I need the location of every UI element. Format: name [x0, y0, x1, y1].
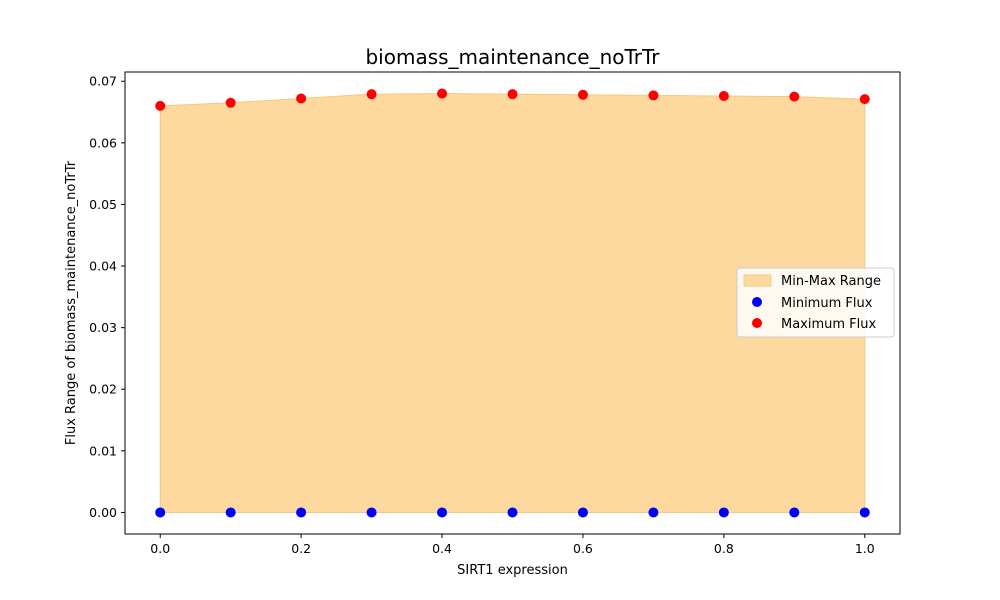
legend-marker-min: [752, 297, 762, 307]
legend-box: [736, 267, 895, 338]
y-tick-label: 0.05: [89, 197, 117, 212]
y-tick-label: 0.07: [89, 74, 117, 89]
min-flux-point: [859, 507, 870, 518]
max-flux-point: [366, 89, 377, 100]
y-tick-label: 0.02: [89, 382, 117, 397]
min-flux-point: [789, 507, 800, 518]
max-flux-point: [789, 91, 800, 102]
legend-label-min: Minimum Flux: [781, 296, 873, 311]
legend-marker-max: [752, 318, 762, 328]
x-tick-label: 0.0: [150, 541, 170, 556]
x-tick-label: 0.6: [573, 541, 593, 556]
points-layer: [155, 88, 870, 518]
y-tick-label: 0.00: [89, 505, 117, 520]
max-flux-point: [859, 94, 870, 105]
x-tick-label: 0.8: [714, 541, 734, 556]
plot-frame: [124, 71, 901, 535]
legend-swatch-range: [743, 274, 772, 287]
x-tick-label: 0.4: [432, 541, 452, 556]
max-flux-point: [507, 89, 518, 100]
x-tick-label: 0.2: [291, 541, 311, 556]
legend-label-range: Min-Max Range: [781, 274, 881, 289]
y-axis-label: Flux Range of biomass_maintenance_noTrTr: [64, 160, 79, 445]
max-flux-point: [437, 88, 448, 99]
max-flux-point: [296, 93, 307, 104]
x-axis: 0.0 0.2 0.4 0.6 0.8 1.0: [150, 534, 875, 556]
max-flux-point: [225, 97, 236, 108]
chart-title: biomass_maintenance_noTrTr: [365, 45, 660, 69]
legend: Min-Max Range Minimum Flux Maximum Flux: [736, 267, 895, 338]
max-flux-point: [648, 90, 659, 101]
y-tick-label: 0.01: [89, 443, 117, 458]
legend-label-max: Maximum Flux: [781, 317, 877, 332]
y-tick-label: 0.06: [89, 135, 117, 150]
min-flux-point: [296, 507, 307, 518]
min-flux-point: [718, 507, 729, 518]
min-flux-point: [155, 507, 166, 518]
y-tick-label: 0.03: [89, 320, 117, 335]
max-flux-point: [577, 89, 588, 100]
max-flux-point: [155, 100, 166, 111]
y-tick-label: 0.04: [89, 259, 117, 274]
max-flux-point: [718, 91, 729, 102]
x-tick-label: 1.0: [855, 541, 875, 556]
min-flux-point: [437, 507, 448, 518]
min-flux-point: [366, 507, 377, 518]
x-axis-label: SIRT1 expression: [457, 563, 568, 578]
min-flux-point: [577, 507, 588, 518]
min-flux-point: [648, 507, 659, 518]
y-axis: 0.00 0.01 0.02 0.03 0.04 0.05 0.06 0.07: [89, 74, 125, 520]
min-flux-point: [507, 507, 518, 518]
min-flux-point: [225, 507, 236, 518]
